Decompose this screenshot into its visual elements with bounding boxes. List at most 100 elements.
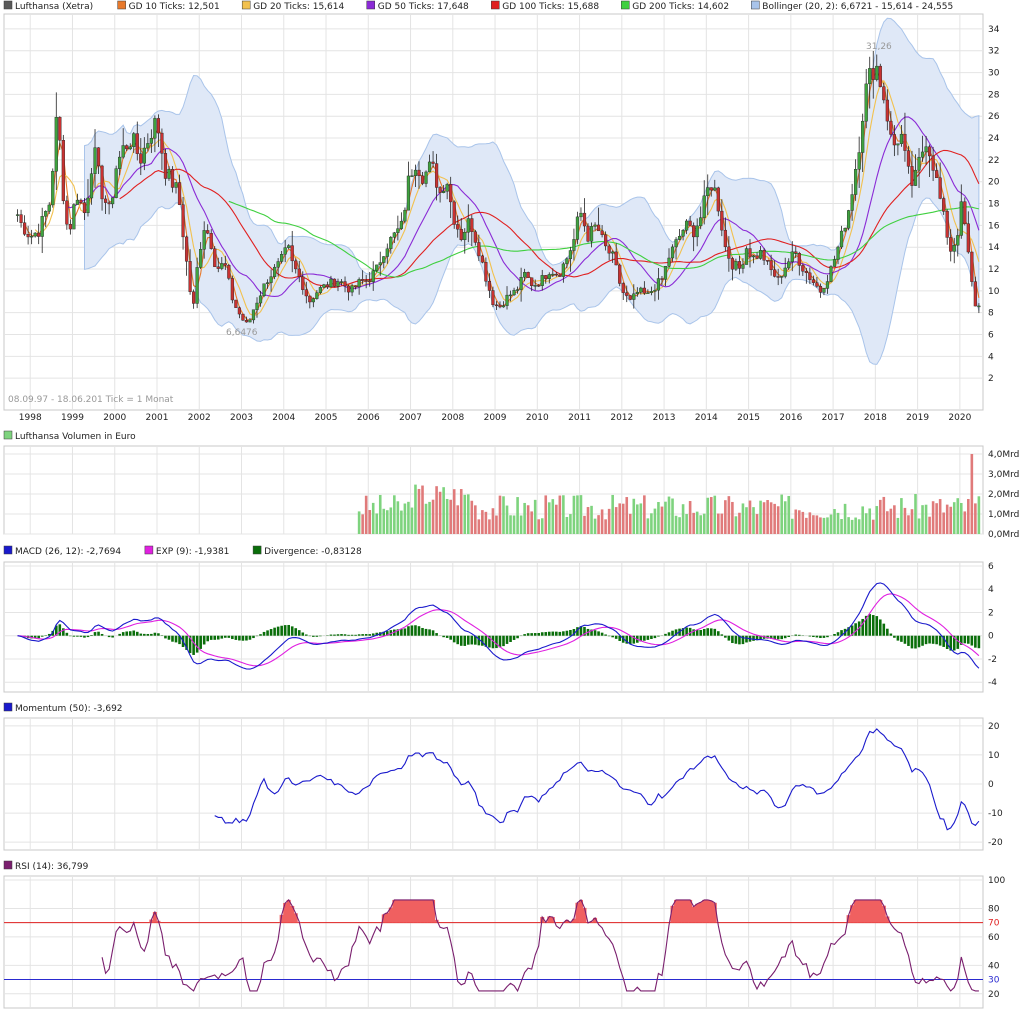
volume-bar [791,519,794,534]
divergence-bar [368,634,371,636]
volume-bar [865,513,868,534]
divergence-bar [597,631,600,635]
legend-swatch [621,1,629,9]
divergence-bar [928,636,931,644]
divergence-bar [273,628,276,636]
volume-bar [509,515,512,534]
candle-body [266,283,269,284]
divergence-bar [252,636,255,638]
x-tick-label: 2011 [568,413,591,423]
candle-body [727,247,730,259]
volume-bar [435,486,438,534]
y-tick-label: 3,0Mrd [988,470,1019,480]
divergence-bar [284,625,287,636]
volume-bar [453,489,456,534]
divergence-bar [819,636,822,638]
candle-body [977,306,980,307]
candle-body [756,256,759,259]
rsi-overbought-fill [868,900,872,923]
rsi-overbought-fill [153,912,157,923]
divergence-bar [780,636,783,639]
divergence-bar [555,632,558,636]
divergence-bar [132,631,135,636]
volume-bar [851,520,854,534]
y-tick-label: 0 [988,632,994,642]
volume-bar [949,507,952,534]
momentum-legend: Momentum (50): -3,692 [4,703,123,714]
candle-body [731,258,734,269]
legend-swatch [4,1,12,9]
volume-bar [460,489,463,534]
candle-body [710,188,713,191]
rsi-overbought-fill [882,906,886,923]
y-tick-label: 8 [988,309,994,319]
x-tick-label: 2015 [737,413,760,423]
divergence-bar [164,636,167,639]
rsi-overbought-fill [878,900,882,923]
candle-body [379,263,382,265]
rsi-overbought-fill [410,900,414,923]
divergence-bar [467,636,470,645]
divergence-bar [66,633,69,636]
divergence-bar [893,636,896,638]
candle-body [20,215,23,223]
volume-bar [671,499,674,534]
divergence-bar [235,636,238,640]
candle-body [273,267,276,277]
candle-body [678,236,681,239]
divergence-bar [918,636,921,648]
candle-body [41,216,44,236]
candle-body [319,287,322,292]
candle-body [544,275,547,278]
candle-body [794,252,797,253]
candle-body [851,195,854,211]
candle-body [277,262,280,268]
y-tick-label: 4 [988,585,994,595]
volume-bar [566,517,569,534]
candle-body [541,275,544,285]
volume-bar [819,517,822,534]
divergence-bar [291,626,294,635]
candle-body [196,267,199,303]
candle-body [837,247,840,260]
candle-body [97,148,100,166]
divergence-bar [833,634,836,636]
legend-label: RSI (14): 36,799 [15,862,89,872]
volume-bar [463,495,466,534]
rsi-overbought-fill [861,900,865,923]
divergence-bar [231,636,234,639]
candle-body [456,224,459,229]
legend-label: GD 10 Ticks: 12,501 [129,2,220,12]
candle-body [263,284,266,296]
volume-bar [499,496,502,534]
candle-body [55,117,58,171]
volume-bar [812,515,815,534]
divergence-bar [446,636,449,638]
divergence-bar [914,636,917,649]
volume-bar [837,513,840,534]
candle-body [298,269,301,277]
divergence-bar [330,635,333,636]
divergence-bar [407,626,410,635]
divergence-bar [442,636,445,637]
divergence-bar [249,636,252,640]
divergence-bar [139,634,142,636]
rsi-overbought-fill [857,900,861,923]
divergence-bar [37,636,40,639]
volume-bar [742,503,745,534]
divergence-bar [559,632,562,636]
divergence-bar [932,636,935,644]
rsi-overbought-fill [692,907,696,923]
volume-bar [513,515,516,534]
candle-body [421,176,424,184]
volume-bar [830,515,833,534]
volume-bar [485,512,488,534]
divergence-bar [798,635,801,636]
candle-body [974,282,977,306]
divergence-bar [76,636,79,637]
divergence-bar [238,636,241,641]
candle-body [270,277,273,283]
candle-body [111,198,114,204]
rsi-overbought-fill [685,900,689,923]
